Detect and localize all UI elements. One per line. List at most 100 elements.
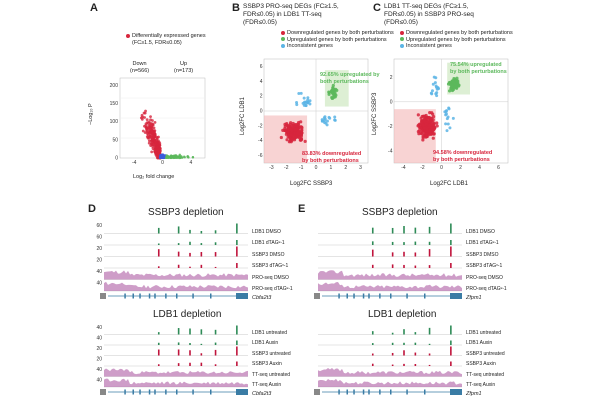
c-ylabel: Log2FC SSBP3: [372, 92, 378, 135]
track-peak: [236, 223, 238, 234]
gene-exon: [176, 293, 178, 299]
track-peak: [236, 246, 238, 257]
inconsistent-point: [433, 81, 437, 85]
track-peak: [157, 266, 160, 268]
e-tracks-bottom: [314, 325, 462, 395]
track-peak: [371, 353, 374, 356]
inconsistent-point: [445, 117, 449, 121]
track-peak: [450, 340, 452, 345]
gene-exon: [406, 389, 408, 395]
track-scale-max: 20: [96, 346, 102, 352]
gene-exon: [338, 389, 340, 395]
gene-exon-block: [236, 293, 248, 299]
gene-exon: [379, 293, 381, 299]
down-point: [297, 130, 301, 134]
gene-exon: [368, 293, 370, 299]
gene-exon: [362, 293, 365, 299]
volcano-point-down: [145, 135, 149, 139]
inconsistent-point: [444, 122, 448, 126]
track-label: LDB1 DMSO: [252, 228, 281, 235]
track-peak: [214, 349, 217, 356]
down-point: [291, 123, 295, 127]
down-point: [425, 129, 429, 133]
c-legend-up: Upregulated genes by both perturbations: [406, 36, 506, 43]
track-peak: [236, 325, 238, 335]
scatter-y-tick: -2: [258, 123, 263, 129]
track-peak: [450, 246, 452, 257]
scatter-y-tick: -4: [258, 138, 263, 144]
volcano-point-down: [144, 109, 147, 113]
panel-label-c: C: [373, 2, 381, 14]
track-peak: [371, 363, 374, 366]
scatter-x-tick: 4: [478, 165, 481, 171]
volcano-point-down: [158, 147, 162, 151]
volcano-point-up: [167, 155, 171, 159]
track-label: LDB1 untreated: [252, 329, 288, 336]
e-gene-bottom: Zfpm1: [466, 391, 482, 397]
scatter-y-tick: 2: [260, 94, 263, 100]
track-peak: [214, 266, 217, 268]
track-peak: [157, 249, 160, 257]
gene-exon: [192, 389, 194, 395]
volcano-point-down: [144, 125, 148, 129]
track-peak: [157, 227, 160, 234]
b-up-annot-line: 92.65% upregulated by: [320, 72, 380, 78]
gene-exon: [346, 293, 348, 299]
volcano-point-up: [187, 156, 190, 159]
track-label: LDB1 untreated: [466, 329, 502, 336]
e-title-bottom: LDB1 depletion: [368, 309, 437, 320]
track-scale-max: 20: [96, 258, 102, 264]
track-peak: [428, 265, 431, 268]
volcano-point-down: [150, 125, 154, 129]
gene-exon: [192, 293, 194, 299]
volcano-point-down: [149, 115, 152, 119]
inconsistent-point: [444, 110, 448, 114]
track-label: SSBP3 DMSO: [466, 251, 499, 258]
track-peak: [189, 328, 191, 335]
inconsistent-point: [430, 89, 434, 93]
up-point: [449, 86, 453, 91]
volcano-point-down: [147, 120, 151, 124]
track-peak: [428, 241, 431, 245]
c-title-line: LDB1 TT-seq DEGs (FC≥1.5,: [384, 3, 469, 10]
b-xlabel: Log2FC SSBP3: [290, 181, 333, 187]
volcano-point-up: [174, 154, 178, 157]
inconsistent-point: [445, 129, 449, 133]
track-scale-max: 40: [96, 336, 102, 342]
scatter-x-tick: 2: [459, 165, 462, 171]
volcano-y-tick: 50: [112, 137, 118, 143]
inconsistent-point: [323, 120, 327, 124]
up-point: [456, 84, 461, 88]
inconsistent-point: [297, 92, 301, 96]
up-point: [451, 80, 456, 84]
track-peak: [414, 332, 417, 335]
track-label: PRO-seq dTAGᵛ-1: [466, 286, 507, 292]
track-peak: [371, 343, 374, 345]
volcano-point-down: [157, 140, 161, 144]
track-signal: [104, 368, 248, 377]
track-peak: [214, 242, 217, 245]
track-peak: [391, 342, 394, 345]
track-peak: [391, 364, 394, 366]
d-tracks-top: 60 60 20 20 40 40: [96, 223, 248, 299]
track-peak: [177, 328, 180, 335]
down-point: [425, 134, 429, 138]
e-title-top: SSBP3 depletion: [362, 207, 438, 218]
scatter-y-tick: 6: [260, 64, 263, 70]
track-peak: [214, 329, 217, 335]
gene-marker: [100, 389, 106, 395]
track-signal: [104, 270, 248, 280]
down-point: [283, 124, 287, 128]
volcano-plot: -4 0 4 0 50 100 150 200: [110, 77, 206, 166]
down-point: [428, 131, 432, 135]
c-down-annot-line: 94.58% downregulated: [433, 150, 493, 156]
volcano-point-down: [157, 135, 160, 139]
track-peak: [403, 342, 405, 345]
gene-exon: [124, 293, 126, 299]
inconsistent-point: [429, 91, 433, 95]
track-peak: [391, 227, 394, 234]
c-title-line: FDR≤0.05) in SSBP3 PRO-seq: [384, 11, 474, 18]
down-point: [289, 133, 293, 137]
track-scale-max: 40: [96, 325, 102, 331]
track-peak: [189, 229, 191, 234]
